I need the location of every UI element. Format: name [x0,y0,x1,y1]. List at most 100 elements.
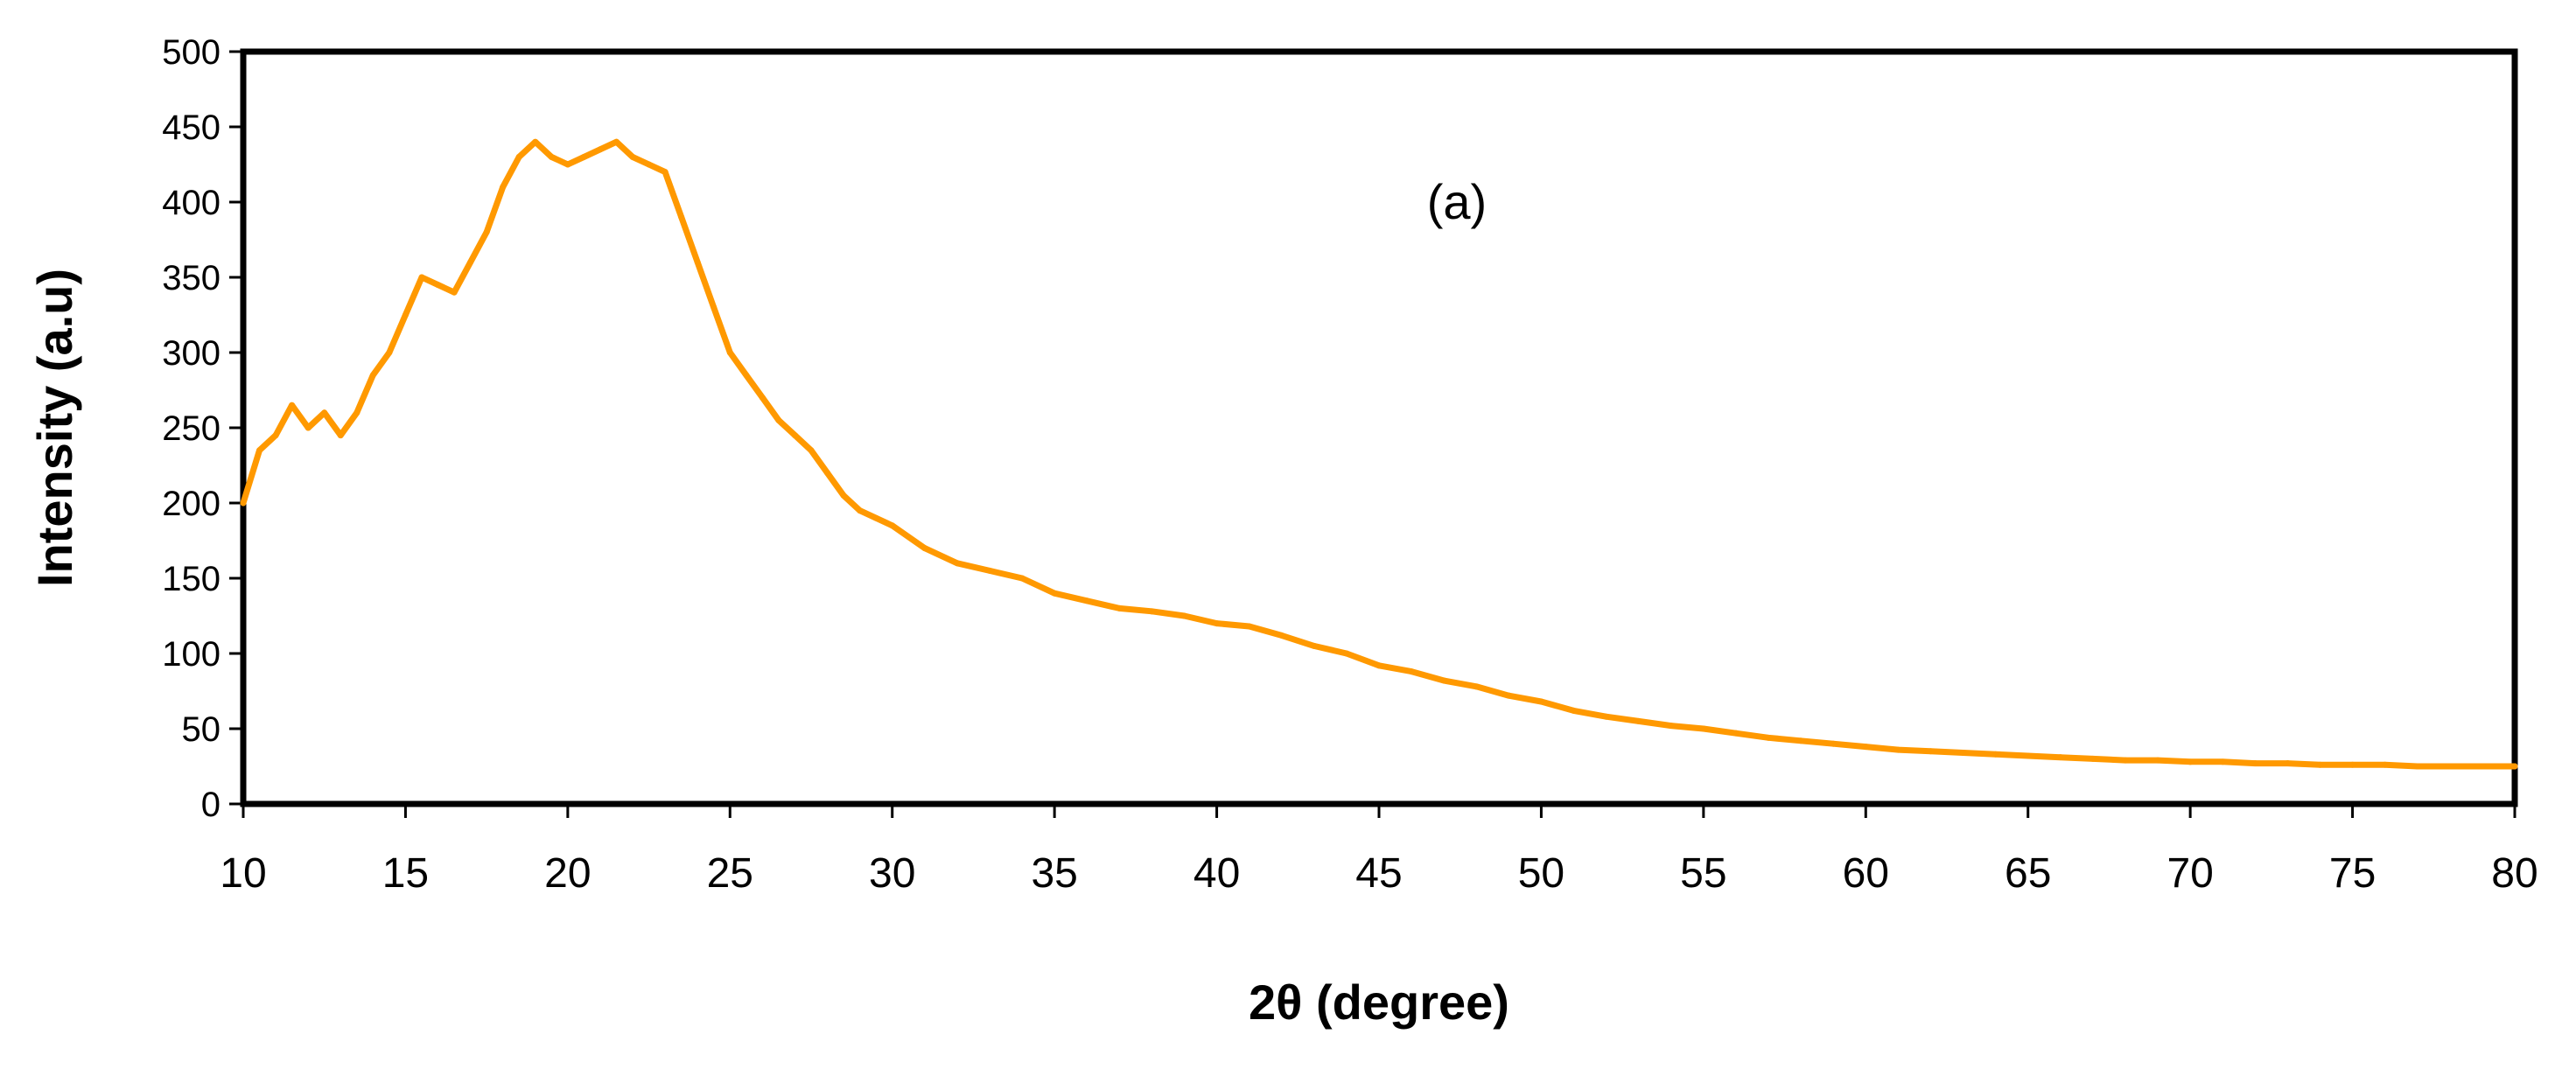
data-point [272,432,279,439]
data-point [2219,758,2226,765]
data-point [824,470,831,477]
x-tick-label: 65 [2005,850,2051,897]
x-tick-label: 35 [1031,850,1077,897]
data-point [1668,723,1675,730]
data-point [1408,668,1415,675]
data-point [2446,763,2454,770]
data-point [580,153,587,160]
data-point [857,507,864,514]
data-point [467,259,474,266]
data-point [1537,698,1544,705]
x-axis-ticks: 10 15 20 25 30 35 40 45 50 55 60 65 70 75 80 [220,804,2538,897]
data-point [304,424,312,431]
data-point [1278,632,1285,639]
data-point [1732,730,1740,737]
data-point [369,372,376,379]
y-tick-label: 300 [162,334,220,373]
data-point [289,402,296,409]
data-point [354,409,360,416]
y-tick-label: 500 [162,33,220,72]
data-point [548,153,555,160]
data-point [2479,763,2486,770]
data-point [515,153,522,160]
y-tick-label: 250 [162,409,220,448]
data-point [1635,717,1642,724]
y-tick-label: 50 [182,710,221,749]
data-point [1180,612,1187,619]
data-point [1927,748,1934,755]
data-point [694,259,701,266]
data-point [256,447,263,454]
y-axis-ticks: 0 50 100 150 200 250 300 350 400 450 500 [162,33,243,824]
data-point [402,311,409,318]
x-tick-label: 20 [544,850,591,897]
data-point [2057,754,2064,761]
x-tick-label: 60 [1843,850,1889,897]
data-point [2122,757,2129,764]
data-point [2382,761,2389,768]
data-point [2025,752,2032,759]
data-point [678,213,685,220]
x-tick-label: 70 [2166,850,2213,897]
data-point [418,274,425,281]
data-point [954,560,961,567]
x-tick-label: 75 [2329,850,2376,897]
y-tick-label: 100 [162,635,220,674]
data-point [597,146,604,153]
data-point [1343,650,1350,657]
y-tick-label: 350 [162,259,220,297]
x-tick-label: 10 [220,850,266,897]
data-point [840,492,847,499]
data-point [921,545,928,552]
x-tick-label: 40 [1194,850,1240,897]
data-point [2154,757,2161,764]
data-point [1862,744,1869,751]
data-point [2187,758,2194,765]
data-point [2090,755,2096,762]
data-point [1830,740,1837,747]
data-point [564,161,571,168]
data-point [1214,620,1221,627]
plot-frame [240,48,2518,807]
data-point [759,395,766,402]
data-point [646,161,653,168]
y-axis-title: Intensity (a.u) [27,269,82,587]
data-point [1376,662,1382,669]
data-point [321,409,328,416]
data-point [1083,597,1090,604]
data-point [889,522,896,529]
x-tick-label: 45 [1355,850,1402,897]
x-tick-label: 30 [869,850,915,897]
data-point [1700,725,1707,732]
data-point [612,138,620,145]
data-point [1797,737,1804,744]
data-point [435,282,442,289]
data-point [1992,751,1999,758]
y-tick-label: 0 [201,786,220,824]
data-point [451,289,458,296]
data-point [629,153,636,160]
y-tick-label: 200 [162,485,220,523]
data-point [1473,683,1480,690]
data-point [386,349,393,356]
x-axis-title: 2θ (degree) [1249,975,1509,1030]
data-point [986,567,993,574]
data-point [1018,575,1026,582]
data-point [2284,760,2291,767]
data-point [1603,713,1610,720]
data-point [662,169,668,176]
data-point [808,447,815,454]
data-point [1505,692,1512,699]
data-point [1440,677,1447,684]
data-point [1116,604,1123,611]
data-point [1246,623,1253,630]
x-tick-label: 55 [1680,850,1726,897]
series-layer [240,138,2518,770]
data-point [726,349,733,356]
data-point [1051,590,1058,597]
chart-annotation: (a) [1427,174,1487,229]
data-point [1571,707,1578,714]
y-tick-label: 400 [162,184,220,222]
